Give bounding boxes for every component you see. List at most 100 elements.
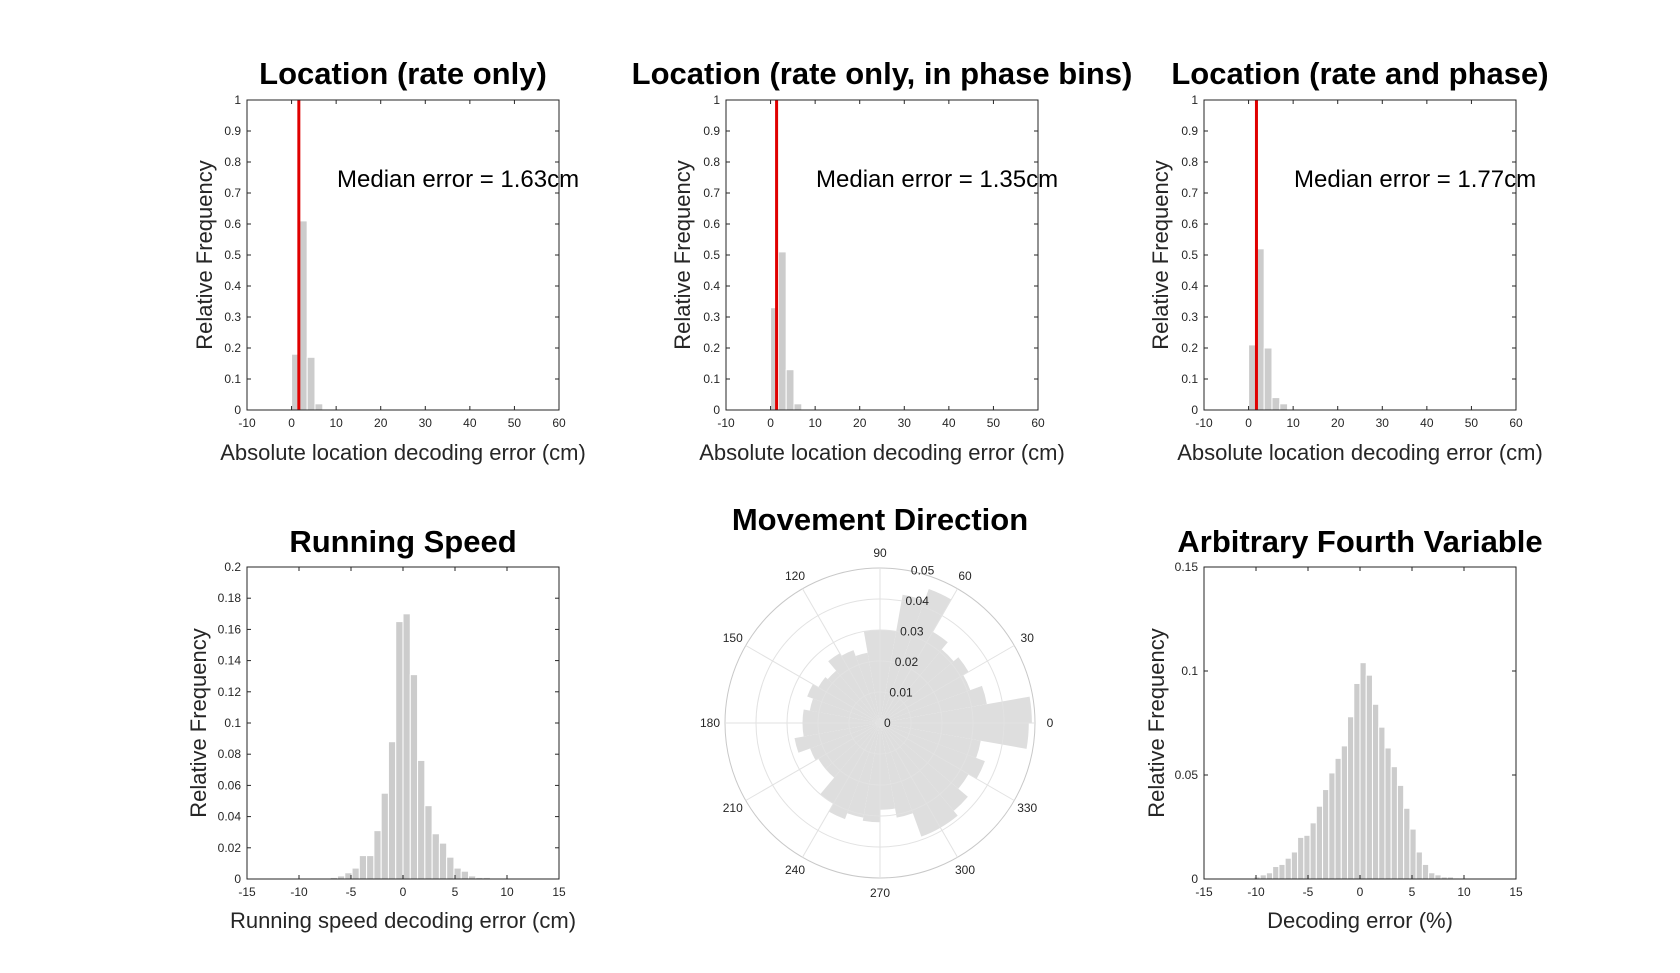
histogram-bar — [373, 830, 382, 880]
r-tick-label: 0.02 — [895, 655, 919, 669]
r-tick-label: 0.05 — [911, 563, 935, 577]
y-tick-label: 1 — [234, 93, 241, 107]
histogram-bar — [1309, 822, 1317, 880]
x-tick-label: 10 — [808, 416, 822, 430]
y-tick-label: 0 — [234, 872, 241, 886]
r-tick-label: 0.01 — [889, 685, 913, 699]
rose-wedge — [794, 723, 880, 753]
rose-wedge — [825, 723, 880, 778]
rose-wedge — [880, 723, 958, 828]
x-tick-label: -10 — [1195, 416, 1213, 430]
y-tick-label: 0 — [1191, 403, 1198, 417]
polar-grid-spoke — [879, 645, 1015, 724]
histogram-bar — [1272, 866, 1280, 880]
y-tick-label: 0.2 — [703, 341, 720, 355]
polar-grid-spoke — [745, 645, 881, 724]
y-tick-label: 0.5 — [703, 248, 720, 262]
histogram-bar — [1390, 766, 1398, 880]
histogram-bar — [438, 842, 448, 880]
x-tick-label: 0 — [767, 416, 774, 430]
histogram-bar — [1428, 872, 1436, 880]
y-tick-label: 0 — [713, 403, 720, 417]
y-tick-label: 0.1 — [703, 372, 720, 386]
histogram-bar — [1278, 863, 1286, 880]
histogram-bar — [446, 856, 455, 880]
x-axis-label: Absolute location decoding error (cm) — [699, 440, 1065, 465]
histogram-bar — [380, 792, 389, 880]
median-annotation: Median error = 1.35cm — [816, 166, 1058, 193]
rose-wedge — [802, 709, 880, 723]
y-tick-label: 0.8 — [1181, 155, 1198, 169]
theta-tick-label: 180 — [700, 716, 720, 730]
theta-tick-label: 120 — [785, 569, 805, 583]
histogram-bar — [1434, 874, 1442, 880]
theta-tick-label: 210 — [723, 801, 743, 815]
histogram-bar — [1297, 836, 1305, 880]
x-tick-label: 50 — [508, 416, 522, 430]
x-tick-label: 40 — [1420, 416, 1434, 430]
rose-wedge — [809, 698, 880, 723]
theta-tick-label: 240 — [785, 863, 805, 877]
y-tick-label: 0.6 — [224, 217, 241, 231]
x-tick-label: 15 — [552, 885, 566, 899]
chart-title: Running Speed — [289, 524, 516, 559]
y-tick-label: 0.4 — [703, 279, 720, 293]
y-tick-label: 0.1 — [1181, 664, 1198, 678]
y-tick-label: 0.1 — [1181, 372, 1198, 386]
rose-wedge — [880, 594, 925, 723]
x-tick-label: -15 — [238, 885, 256, 899]
y-tick-label: 0.2 — [224, 560, 241, 574]
chart-title: Arbitrary Fourth Variable — [1177, 524, 1542, 559]
y-tick-label: 1 — [1191, 93, 1198, 107]
x-tick-label: 5 — [452, 885, 459, 899]
y-tick-label: 0.9 — [224, 124, 241, 138]
histogram-bar — [424, 805, 433, 880]
x-tick-label: -15 — [1195, 885, 1213, 899]
x-tick-label: 0 — [288, 416, 295, 430]
rose-wedge — [880, 589, 952, 723]
histogram-bar — [777, 251, 787, 411]
rose-wedge — [880, 696, 1032, 723]
y-tick-label: 0.15 — [1175, 560, 1199, 574]
x-tick-label: 30 — [898, 416, 912, 430]
x-axis-label: Running speed decoding error (cm) — [230, 908, 576, 933]
polar-grid-spoke — [745, 722, 881, 801]
median-annotation: Median error = 1.77cm — [1294, 166, 1536, 193]
histogram-bar — [1284, 857, 1292, 880]
histogram-bar — [417, 759, 426, 880]
rose-wedge — [863, 630, 880, 723]
x-tick-label: 10 — [1457, 885, 1471, 899]
histogram-bar — [358, 855, 368, 880]
x-tick-label: 40 — [942, 416, 956, 430]
histogram-bar — [409, 674, 419, 880]
histogram-bar — [1415, 851, 1423, 880]
histogram-bar — [1365, 674, 1373, 880]
histogram-bar — [402, 613, 411, 880]
x-axis-label: Absolute location decoding error (cm) — [1177, 440, 1543, 465]
histogram-bar — [1263, 347, 1273, 411]
theta-tick-label: 330 — [1017, 801, 1037, 815]
rose-wedge — [818, 723, 880, 769]
rose-wedge — [880, 723, 896, 810]
rose-wedge — [828, 723, 880, 820]
y-tick-label: 0.8 — [703, 155, 720, 169]
y-tick-label: 0.6 — [703, 217, 720, 231]
theta-tick-label: 90 — [873, 546, 887, 560]
y-tick-label: 0.8 — [224, 155, 241, 169]
y-tick-label: 0.7 — [224, 186, 241, 200]
x-tick-label: 50 — [987, 416, 1001, 430]
y-tick-label: 1 — [713, 93, 720, 107]
histogram-bar — [298, 220, 308, 411]
y-tick-label: 0.4 — [224, 279, 241, 293]
histogram-bar — [1353, 682, 1361, 880]
rose-wedge — [880, 657, 969, 723]
x-tick-label: 10 — [1286, 416, 1300, 430]
theta-tick-label: 30 — [1021, 631, 1035, 645]
chart-panel-2: -10 0 10 20 30 40 50 6000.10.20.30.40.50.60.70.… — [632, 56, 1133, 465]
theta-tick-label: 60 — [958, 569, 972, 583]
x-tick-label: 30 — [419, 416, 433, 430]
x-tick-label: 20 — [374, 416, 388, 430]
histogram-bar — [460, 870, 470, 880]
y-tick-label: 0.04 — [218, 810, 242, 824]
